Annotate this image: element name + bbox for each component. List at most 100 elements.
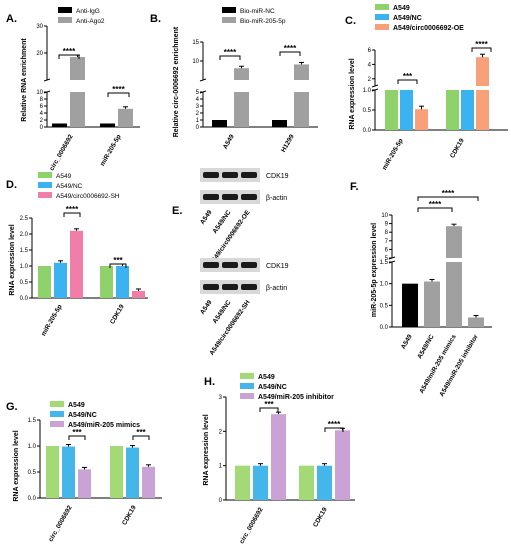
y-tick-label: 6 <box>385 247 389 253</box>
y-tick-label: 2 <box>40 118 44 124</box>
bar <box>446 226 462 258</box>
y-tick-label: 5 <box>385 256 389 262</box>
legend-label: A549 <box>258 374 275 381</box>
y-tick-label: 0.5 <box>380 303 389 309</box>
y-tick-label: 2 <box>219 429 223 435</box>
legend-label: A549 <box>393 5 410 12</box>
panel-label: C. <box>345 15 356 27</box>
x-tick-label: miR-205-5p <box>381 137 405 171</box>
legend-label: A549/NC <box>393 15 422 22</box>
blot-band <box>222 172 238 178</box>
x-tick-label: A549 <box>222 133 236 150</box>
y-tick-label: 20 <box>36 51 43 57</box>
bar <box>253 465 268 500</box>
significance-label: **** <box>475 40 488 49</box>
y-tick-label: 1.5 <box>380 260 389 266</box>
bar <box>38 266 51 298</box>
significance-label: **** <box>429 200 442 209</box>
legend-label: Anti-IgG <box>76 8 100 15</box>
x-tick-label: miR-205-5p <box>99 133 123 167</box>
blot-band <box>222 284 238 290</box>
bar <box>54 262 67 298</box>
y-axis-title: RNA expression level <box>13 430 20 501</box>
blot-band <box>203 284 219 290</box>
panel-label: G. <box>6 401 18 413</box>
blot-band-label: β-actin <box>266 285 287 292</box>
y-tick-label: 15 <box>192 40 199 46</box>
legend-label: A549/circ0006692-SH <box>56 193 120 200</box>
significance-bracket <box>279 51 301 56</box>
bar <box>335 430 350 500</box>
y-axis-title: RNA expression level <box>349 58 356 129</box>
significance-bracket <box>132 435 150 440</box>
y-axis-title: RNA expression level <box>203 414 210 485</box>
y-tick-label: 2 <box>196 111 200 117</box>
legend-swatch <box>375 14 389 20</box>
y-tick-label: 0.0 <box>380 325 389 331</box>
bar <box>100 123 115 127</box>
y-tick-label: 0 <box>196 125 200 131</box>
x-tick-label: A549/NC <box>416 333 436 360</box>
bar <box>70 230 83 298</box>
legend-swatch <box>38 172 52 178</box>
lane-label: A549/circ0006692-SH <box>208 299 251 357</box>
legend-swatch <box>375 24 389 30</box>
legend-swatch <box>58 17 72 23</box>
significance-label: **** <box>224 48 237 57</box>
bar <box>446 90 459 130</box>
significance-bracket <box>219 55 241 60</box>
bar <box>415 109 428 130</box>
x-tick-label: CDK19 <box>312 506 329 528</box>
legend-label: A549 <box>68 402 85 409</box>
x-tick-label: A549/miR-205 inhibitor <box>438 333 480 398</box>
panel-label: F. <box>350 181 359 193</box>
x-tick-label: H1299 <box>280 133 296 153</box>
y-axis-title: RNA expression level <box>9 224 16 295</box>
significance-bracket <box>259 407 279 412</box>
legend-label: Bio-miR-NC <box>240 8 275 15</box>
legend-label: A549/miR-205 mimics <box>68 422 140 429</box>
bar <box>78 469 91 498</box>
y-axis-title: miR-205-5p expression level <box>371 223 378 317</box>
x-tick-label: CDK19 <box>449 137 466 159</box>
significance-label: **** <box>442 189 455 198</box>
bar <box>46 446 59 498</box>
legend-swatch <box>58 7 72 13</box>
bar <box>70 57 85 80</box>
bar <box>126 447 139 498</box>
x-tick-label: circ_0006692 <box>238 506 264 545</box>
significance-label: *** <box>403 72 413 81</box>
blot-band <box>203 262 219 268</box>
significance-bracket <box>109 263 127 268</box>
y-tick-label: 0.0 <box>20 296 29 302</box>
y-tick-label: 0.0 <box>28 496 37 502</box>
y-tick-label: 2.0 <box>20 232 29 238</box>
significance-bracket <box>63 212 81 217</box>
significance-label: **** <box>63 47 76 56</box>
significance-bracket <box>324 427 344 432</box>
significance-label: **** <box>66 205 79 214</box>
significance-label: **** <box>328 420 341 429</box>
panel-label: H. <box>204 376 215 388</box>
bar <box>294 92 309 127</box>
significance-bracket <box>417 207 453 212</box>
bar <box>476 90 489 130</box>
lane-label: A549 <box>199 299 214 316</box>
legend-swatch <box>50 421 64 427</box>
bar <box>294 64 309 80</box>
bar <box>116 266 129 298</box>
bar <box>402 283 418 327</box>
y-tick-label: 1 <box>196 118 200 124</box>
y-tick-label: 1.5 <box>28 418 37 424</box>
bar <box>235 465 250 500</box>
y-tick-label: 2 <box>368 77 372 83</box>
x-tick-label: A549 <box>400 333 414 350</box>
y-tick-label: 2.5 <box>20 216 29 222</box>
y-tick-label: 6 <box>40 104 44 110</box>
y-tick-label: 0.5 <box>20 280 29 286</box>
y-tick-label: 3 <box>196 104 200 110</box>
blot-band <box>203 172 219 178</box>
bar <box>118 108 133 127</box>
bar <box>385 90 398 130</box>
y-tick-label: 8 <box>385 230 389 236</box>
